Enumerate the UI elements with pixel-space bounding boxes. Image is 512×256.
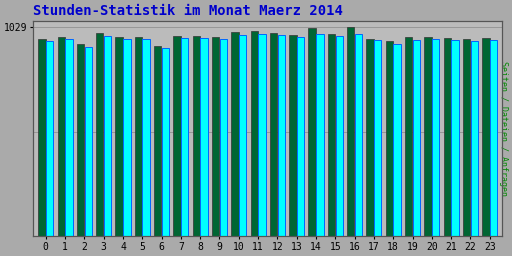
Y-axis label: Seiten / Dateien / Anfragen: Seiten / Dateien / Anfragen: [499, 61, 508, 196]
Bar: [451, 40, 459, 236]
Bar: [220, 39, 227, 236]
Bar: [374, 40, 381, 236]
Bar: [278, 35, 285, 236]
Bar: [200, 38, 208, 236]
Bar: [250, 31, 258, 236]
Bar: [289, 35, 296, 236]
Bar: [443, 38, 451, 236]
Bar: [432, 39, 439, 236]
Bar: [471, 41, 478, 236]
Bar: [490, 40, 497, 236]
Bar: [38, 39, 46, 236]
Bar: [174, 36, 181, 236]
Bar: [355, 34, 362, 236]
Bar: [46, 41, 53, 236]
Bar: [123, 39, 131, 236]
Bar: [181, 38, 188, 236]
Bar: [482, 38, 489, 236]
Bar: [162, 48, 169, 236]
Bar: [104, 36, 111, 236]
Bar: [135, 37, 142, 236]
Bar: [258, 34, 266, 236]
Bar: [413, 40, 420, 236]
Bar: [270, 33, 277, 236]
Bar: [96, 33, 103, 236]
Bar: [347, 27, 354, 236]
Bar: [405, 37, 412, 236]
Bar: [84, 47, 92, 236]
Bar: [239, 35, 246, 236]
Bar: [212, 37, 219, 236]
Bar: [115, 37, 123, 236]
Bar: [142, 39, 150, 236]
Text: Stunden-Statistik im Monat Maerz 2014: Stunden-Statistik im Monat Maerz 2014: [33, 4, 343, 18]
Bar: [308, 28, 316, 236]
Bar: [77, 44, 84, 236]
Bar: [328, 34, 335, 236]
Bar: [297, 37, 304, 236]
Bar: [463, 39, 470, 236]
Bar: [231, 32, 239, 236]
Bar: [65, 39, 73, 236]
Bar: [424, 37, 432, 236]
Bar: [335, 36, 343, 236]
Bar: [393, 44, 401, 236]
Bar: [386, 41, 393, 236]
Bar: [367, 39, 374, 236]
Bar: [193, 36, 200, 236]
Bar: [154, 46, 161, 236]
Bar: [57, 37, 65, 236]
Bar: [316, 34, 324, 236]
